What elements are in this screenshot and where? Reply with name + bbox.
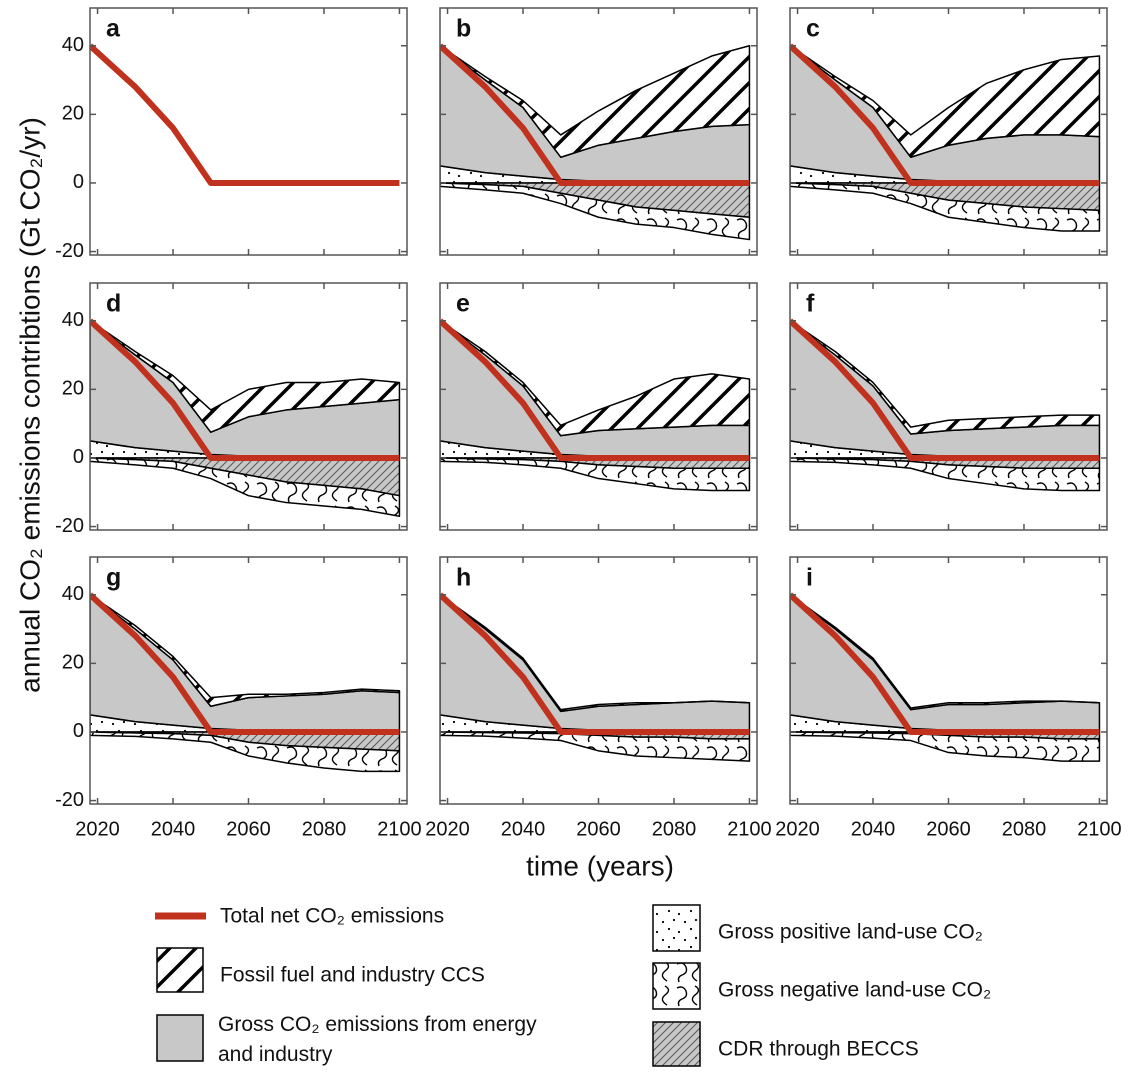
- legend-label: Gross negative land-use CO₂: [718, 979, 991, 1002]
- y-tick-label: 20: [62, 652, 84, 674]
- net-line: [90, 592, 400, 735]
- x-tick-label: 2100: [727, 818, 772, 840]
- legend-label: Total net CO₂ emissions: [220, 905, 444, 928]
- panel-frame: [89, 7, 408, 256]
- legend-swatch: [652, 1021, 701, 1067]
- net-line: [790, 318, 1100, 461]
- net-line: [440, 318, 750, 461]
- area-ccs: [440, 319, 751, 437]
- legend-label: CDR through BECCS: [718, 1038, 919, 1061]
- legend-label: Gross CO₂ emissions from energy and indu…: [218, 1013, 537, 1066]
- area-ccs: [90, 593, 401, 707]
- legend-swatch: [156, 1014, 204, 1062]
- area-neg-lu: [90, 731, 401, 773]
- y-tick-label: 40: [62, 583, 84, 605]
- panel-label: h: [456, 564, 471, 592]
- y-tick-label: 0: [73, 171, 84, 193]
- x-tick-label: 2100: [1077, 818, 1122, 840]
- panel-label: d: [106, 290, 121, 318]
- legend-label-box: Gross CO₂ emissions from energy and indu…: [218, 1013, 537, 1066]
- y-tick-label: 20: [62, 103, 84, 125]
- area-gross: [790, 593, 1101, 731]
- panel-label: c: [806, 15, 820, 43]
- y-tick-label: 40: [62, 309, 84, 331]
- area-neg-lu: [90, 457, 401, 518]
- legend-swatch: [156, 947, 204, 993]
- area-gross: [90, 593, 401, 731]
- plot-area: [440, 318, 751, 492]
- area-neg-lu: [440, 457, 751, 492]
- area-ccs: [790, 593, 1101, 711]
- area-ccs: [790, 319, 1101, 435]
- area-ccs: [90, 319, 401, 433]
- y-tick-label: -20: [55, 240, 84, 262]
- panel-label: a: [106, 15, 121, 43]
- area-neg-lu: [440, 182, 751, 241]
- x-tick-label: 2040: [151, 818, 196, 840]
- y-tick-label: -20: [55, 789, 84, 811]
- y-tick-label: 0: [73, 446, 84, 468]
- plot-area: [790, 318, 1101, 492]
- net-line: [440, 43, 750, 186]
- plot-area: [90, 43, 400, 186]
- x-axis-title: time (years): [526, 850, 674, 881]
- legend-swatch: [652, 904, 701, 952]
- area-gross: [790, 319, 1101, 457]
- y-tick-label: 0: [73, 720, 84, 742]
- net-line: [790, 43, 1100, 186]
- panel-label: f: [806, 290, 815, 318]
- plot-area: [90, 592, 401, 773]
- area-neg-lu: [790, 457, 1101, 492]
- area-gross: [440, 593, 751, 731]
- legend-label: Gross positive land-use CO₂: [718, 921, 983, 944]
- x-tick-label: 2080: [652, 818, 697, 840]
- area-ccs: [440, 593, 751, 713]
- x-tick-label: 2020: [425, 818, 470, 840]
- x-tick-label: 2060: [226, 818, 271, 840]
- x-tick-label: 2020: [75, 818, 120, 840]
- panel-label: e: [456, 290, 470, 318]
- net-line: [90, 318, 400, 461]
- area-neg-lu: [790, 182, 1101, 232]
- panel-label: i: [806, 564, 813, 592]
- area-ccs: [440, 44, 751, 158]
- y-axis-title: annual CO₂ emissions contribtions (Gt CO…: [14, 117, 45, 693]
- x-tick-label: 2020: [775, 818, 820, 840]
- y-tick-label: -20: [55, 515, 84, 537]
- plot-area: [440, 43, 751, 241]
- plot-area: [440, 592, 751, 762]
- plot-area: [90, 318, 401, 518]
- area-ccs: [790, 44, 1101, 158]
- net-line: [440, 592, 750, 735]
- plot-area: [790, 592, 1101, 762]
- legend-label: Fossil fuel and industry CCS: [220, 964, 485, 987]
- panel-label: b: [456, 15, 471, 43]
- y-tick-label: 20: [62, 378, 84, 400]
- x-tick-label: 2040: [851, 818, 896, 840]
- x-tick-label: 2080: [302, 818, 347, 840]
- x-tick-label: 2060: [576, 818, 621, 840]
- x-tick-label: 2060: [926, 818, 971, 840]
- area-neg-lu: [440, 731, 751, 762]
- plot-area: [790, 43, 1101, 232]
- x-tick-label: 2080: [1002, 818, 1047, 840]
- x-tick-label: 2040: [501, 818, 546, 840]
- legend-swatch: [652, 962, 701, 1010]
- x-tick-label: 2100: [377, 818, 422, 840]
- area-neg-lu: [790, 731, 1101, 762]
- net-line: [790, 592, 1100, 735]
- y-tick-label: 40: [62, 34, 84, 56]
- net-line: [90, 43, 400, 186]
- panel-label: g: [106, 564, 121, 592]
